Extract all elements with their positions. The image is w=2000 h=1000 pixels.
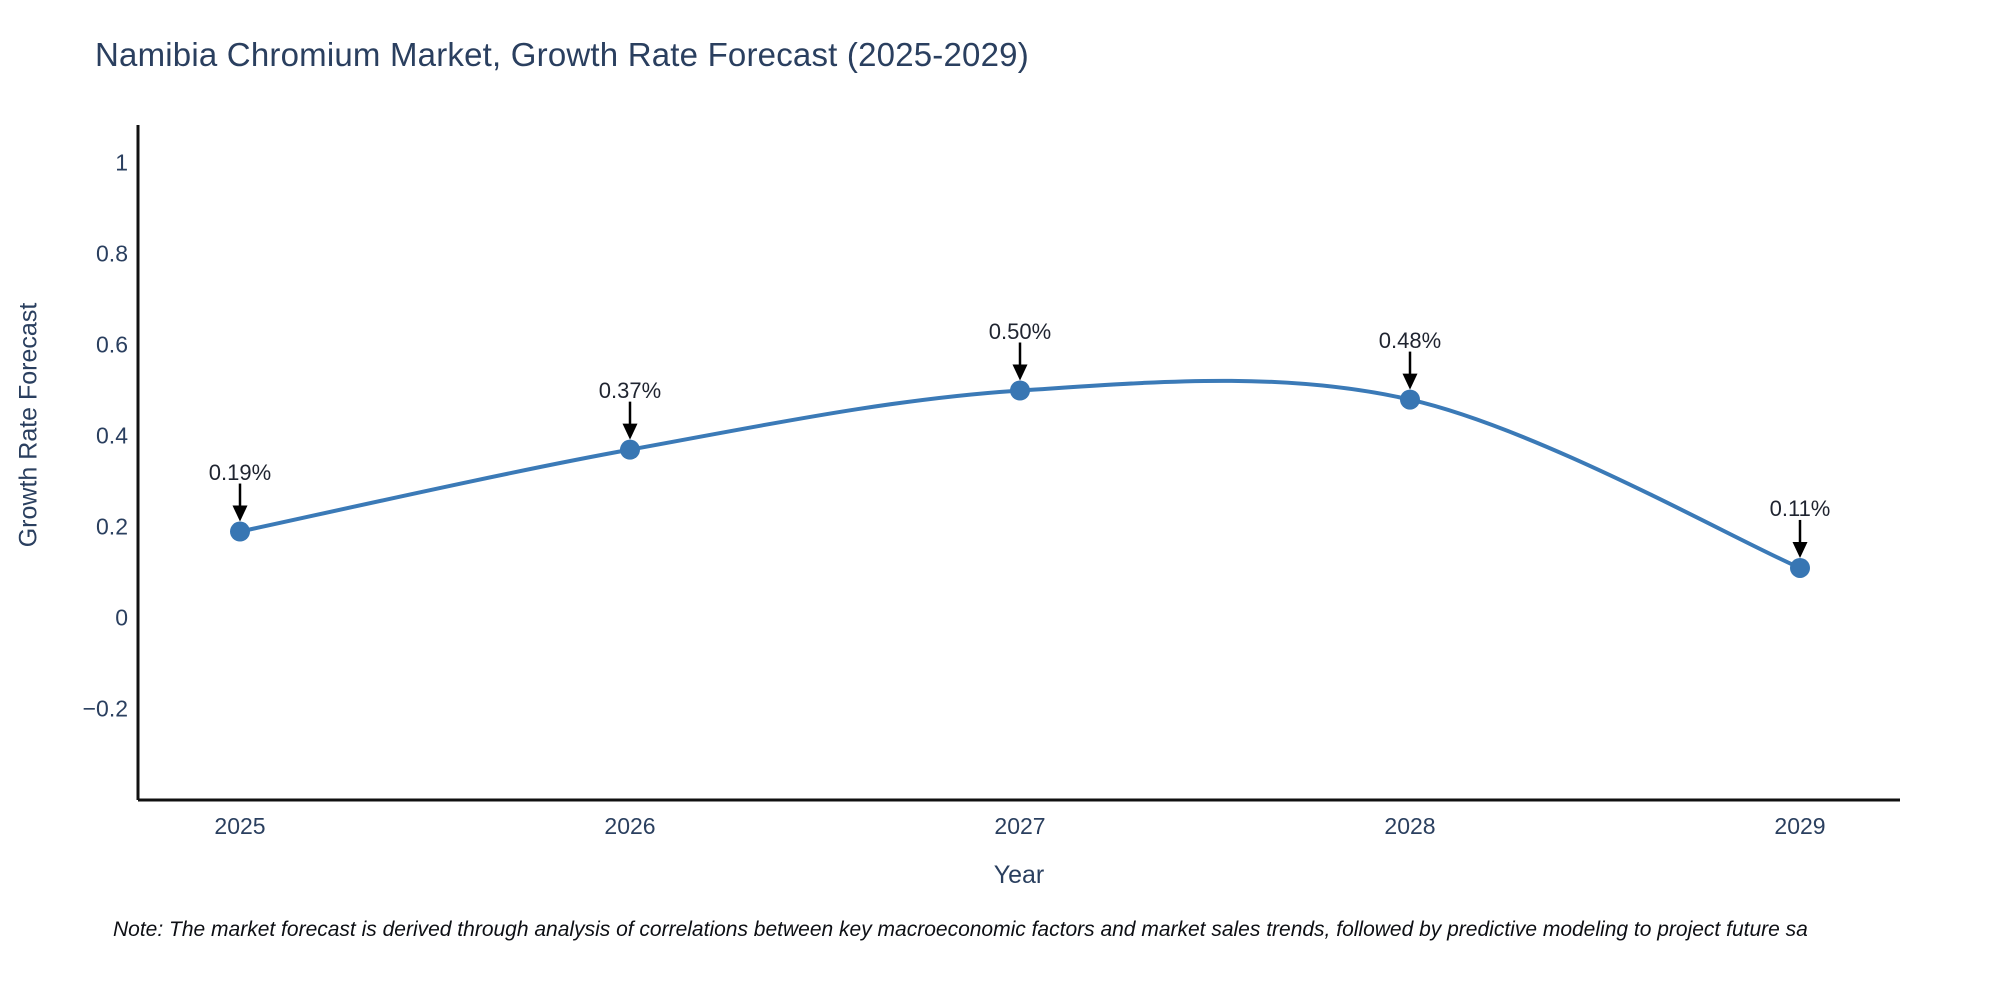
data-point-label: 0.19% [208, 459, 272, 485]
data-point-label: 0.48% [1378, 327, 1442, 353]
x-tick-label: 2029 [1774, 813, 1826, 839]
x-axis-title: Year [993, 861, 1045, 889]
data-point-label: 0.50% [988, 318, 1052, 344]
footnote: Note: The market forecast is derived thr… [113, 918, 1808, 941]
data-point-marker[interactable] [230, 521, 250, 542]
data-point-label: 0.11% [1769, 495, 1831, 521]
y-tick-label: −0.2 [82, 695, 128, 722]
y-tick-label: 0.2 [96, 513, 128, 540]
annotation-arrowhead-icon [622, 423, 638, 440]
annotation-arrowhead-icon [1792, 541, 1808, 558]
y-tick-label: 0 [115, 604, 128, 631]
annotation-arrowhead-icon [1012, 364, 1028, 381]
x-tick-label: 2025 [214, 813, 266, 839]
annotation-arrowhead-icon [1402, 373, 1418, 390]
forecast-line[interactable] [239, 378, 1801, 570]
data-point-marker[interactable] [1400, 389, 1420, 410]
y-tick-label: 0.6 [96, 331, 128, 358]
data-point-label: 0.37% [598, 377, 662, 403]
data-point-marker[interactable] [620, 439, 640, 460]
x-tick-label: 2028 [1384, 813, 1436, 839]
annotation-arrowhead-icon [232, 505, 248, 522]
y-tick-label: 0.8 [96, 240, 128, 267]
x-tick-label: 2027 [994, 813, 1046, 839]
y-tick-label: 1 [115, 149, 128, 176]
data-point-marker[interactable] [1010, 380, 1030, 401]
data-point-marker[interactable] [1790, 557, 1810, 578]
y-axis-title: Growth Rate Forecast [14, 302, 43, 548]
x-tick-label: 2026 [604, 813, 656, 839]
chart-title: Namibia Chromium Market, Growth Rate For… [95, 36, 1029, 73]
y-tick-label: 0.4 [96, 422, 128, 449]
